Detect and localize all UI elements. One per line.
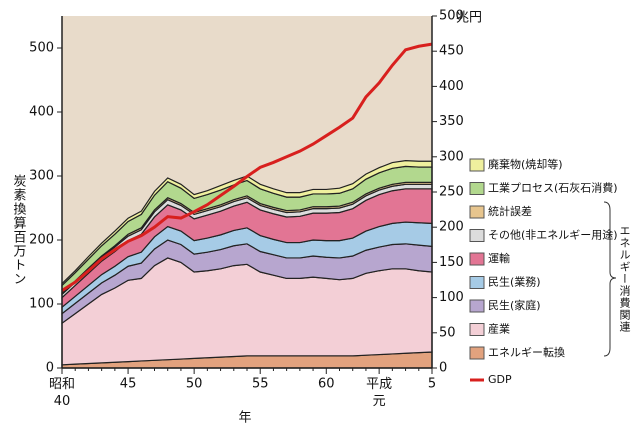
legend-label: エネルギー転換	[488, 346, 565, 359]
y-tick-label: 100	[29, 297, 54, 312]
legend-swatch	[469, 229, 485, 242]
legend-swatch	[469, 276, 485, 289]
y-tick-label: 200	[29, 233, 54, 248]
legend-swatch	[469, 346, 485, 360]
x-tick-label: 平成元	[366, 377, 392, 409]
y-tick-label: 400	[29, 105, 54, 120]
y2-tick-label: 100	[439, 290, 464, 305]
y2-tick-label: 50	[439, 325, 456, 340]
x-tick-label: 昭和 40	[49, 377, 75, 409]
legend-swatch	[469, 158, 485, 172]
y2-axis-label: 兆円	[456, 11, 482, 26]
legend-swatch	[469, 323, 485, 336]
legend-label: GDP	[488, 373, 512, 386]
legend-label: 民生(家庭)	[488, 298, 541, 312]
legend-swatch	[469, 299, 485, 313]
y-axis-label: 炭素換算百万トン	[11, 174, 27, 286]
legend-label: 統計誤差	[488, 204, 532, 218]
y-tick-label: 500	[29, 41, 54, 56]
x-tick-label: 55	[252, 377, 269, 392]
y2-tick-label: 350	[439, 114, 464, 129]
y2-tick-label: 250	[439, 185, 464, 200]
y2-tick-label: 300	[439, 149, 464, 164]
legend-label: 廃棄物(焼却等)	[488, 157, 563, 171]
y2-tick-label: 200	[439, 220, 464, 235]
legend-label: 民生(業務)	[488, 275, 541, 289]
x-tick-label: 45	[120, 377, 137, 392]
y-tick-label: 0	[46, 361, 54, 376]
y2-tick-label: 0	[439, 361, 447, 376]
legend-swatch	[469, 182, 485, 195]
x-tick-label: 5	[428, 377, 436, 392]
y2-tick-label: 450	[439, 44, 464, 59]
legend-swatch	[469, 205, 485, 219]
legend-label: 産業	[488, 323, 510, 336]
y-tick-label: 300	[29, 169, 54, 184]
y2-tick-label: 400	[439, 79, 464, 94]
legend-swatch	[469, 252, 485, 266]
legend-label: その他(非エネルギー用途)	[488, 228, 618, 242]
legend-bracket	[603, 201, 617, 357]
x-tick-label: 50	[186, 377, 203, 392]
x-tick-label: 60	[318, 377, 335, 392]
group-label: エネルギー消費関連	[618, 225, 631, 333]
legend-label: 運輸	[488, 251, 510, 265]
y2-tick-label: 500	[439, 9, 464, 24]
line	[61, 42, 433, 292]
legend-label: 工業プロセス(石灰石消費)	[488, 181, 618, 195]
y2-tick-label: 150	[439, 255, 464, 270]
x-axis-label: 年	[238, 411, 251, 426]
